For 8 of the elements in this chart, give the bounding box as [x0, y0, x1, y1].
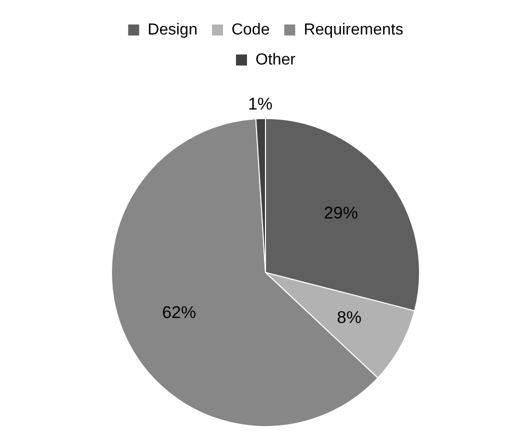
data-label: 29% — [324, 204, 358, 223]
data-label: 1% — [248, 94, 273, 114]
legend-label: Requirements — [304, 21, 404, 38]
legend-label: Code — [231, 21, 270, 38]
legend-label: Design — [148, 21, 198, 38]
data-label: 8% — [336, 308, 362, 328]
legend-label: Other — [255, 51, 296, 68]
data-label: 62% — [162, 302, 196, 322]
